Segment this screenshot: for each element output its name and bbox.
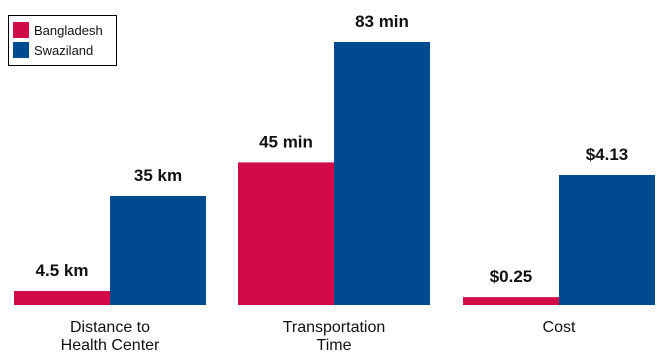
legend-swatch-bangladesh <box>13 22 29 38</box>
category-label-1-line-1: Time <box>317 337 352 354</box>
legend-item-swaziland: Swaziland <box>13 41 93 59</box>
category-label-0-line-1: Health Center <box>61 337 160 354</box>
value-label-swaziland-0: 35 km <box>134 166 182 185</box>
legend-swatch-swaziland <box>13 42 29 58</box>
value-label-bangladesh-0: 4.5 km <box>36 261 89 280</box>
legend-item-bangladesh: Bangladesh <box>13 21 103 39</box>
category-label-1-line-0: Transportation <box>283 319 386 336</box>
legend: Bangladesh Swaziland <box>8 15 117 66</box>
bar-bangladesh-0 <box>14 290 110 305</box>
legend-label-swaziland: Swaziland <box>34 42 94 58</box>
value-label-swaziland-1: 83 min <box>355 12 409 31</box>
bar-bangladesh-1 <box>238 162 334 305</box>
value-label-swaziland-2: $4.13 <box>586 145 629 164</box>
category-label-2-line-0: Cost <box>543 319 576 336</box>
value-label-bangladesh-1: 45 min <box>259 132 313 151</box>
bar-swaziland-1 <box>334 42 430 305</box>
bar-bangladesh-2 <box>463 297 559 305</box>
value-label-bangladesh-2: $0.25 <box>490 267 533 286</box>
bar-swaziland-0 <box>110 196 206 305</box>
category-label-0-line-0: Distance to <box>70 319 150 336</box>
bar-swaziland-2 <box>559 175 655 305</box>
legend-label-bangladesh: Bangladesh <box>34 22 103 38</box>
